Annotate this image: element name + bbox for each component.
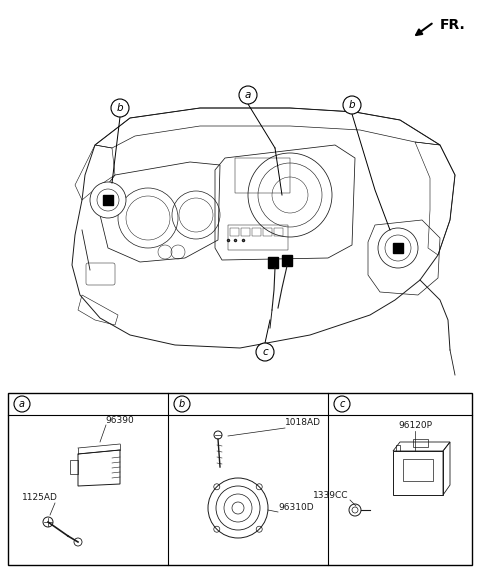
Polygon shape (282, 255, 292, 266)
Text: FR.: FR. (440, 18, 466, 32)
Bar (263, 228, 272, 236)
Text: a: a (245, 90, 251, 100)
Circle shape (90, 182, 126, 218)
Bar (241, 228, 250, 236)
Text: b: b (348, 100, 355, 110)
Text: b: b (179, 399, 185, 409)
Circle shape (14, 396, 30, 412)
Text: 96120P: 96120P (398, 421, 432, 430)
Bar (70, 460, 78, 474)
Circle shape (111, 99, 129, 117)
Bar (393, 451, 443, 495)
Circle shape (343, 96, 361, 114)
Text: c: c (262, 347, 268, 357)
Text: 1339CC: 1339CC (312, 491, 348, 500)
Bar (230, 228, 239, 236)
Polygon shape (393, 243, 403, 253)
Text: 96310D: 96310D (278, 503, 313, 512)
Bar (252, 228, 261, 236)
Text: a: a (19, 399, 25, 409)
Circle shape (174, 396, 190, 412)
Circle shape (334, 396, 350, 412)
Text: c: c (339, 399, 345, 409)
Polygon shape (268, 257, 278, 268)
Polygon shape (103, 195, 113, 205)
Text: b: b (117, 103, 123, 113)
Bar (8, 393, 472, 565)
Circle shape (378, 228, 418, 268)
Circle shape (256, 343, 274, 361)
Bar (413, 439, 428, 447)
Text: 1125AD: 1125AD (22, 493, 58, 502)
Text: 1018AD: 1018AD (285, 418, 321, 427)
Bar (403, 459, 433, 481)
Bar (274, 228, 283, 236)
Bar (228, 225, 288, 250)
Text: 96390: 96390 (106, 416, 134, 425)
Circle shape (239, 86, 257, 104)
